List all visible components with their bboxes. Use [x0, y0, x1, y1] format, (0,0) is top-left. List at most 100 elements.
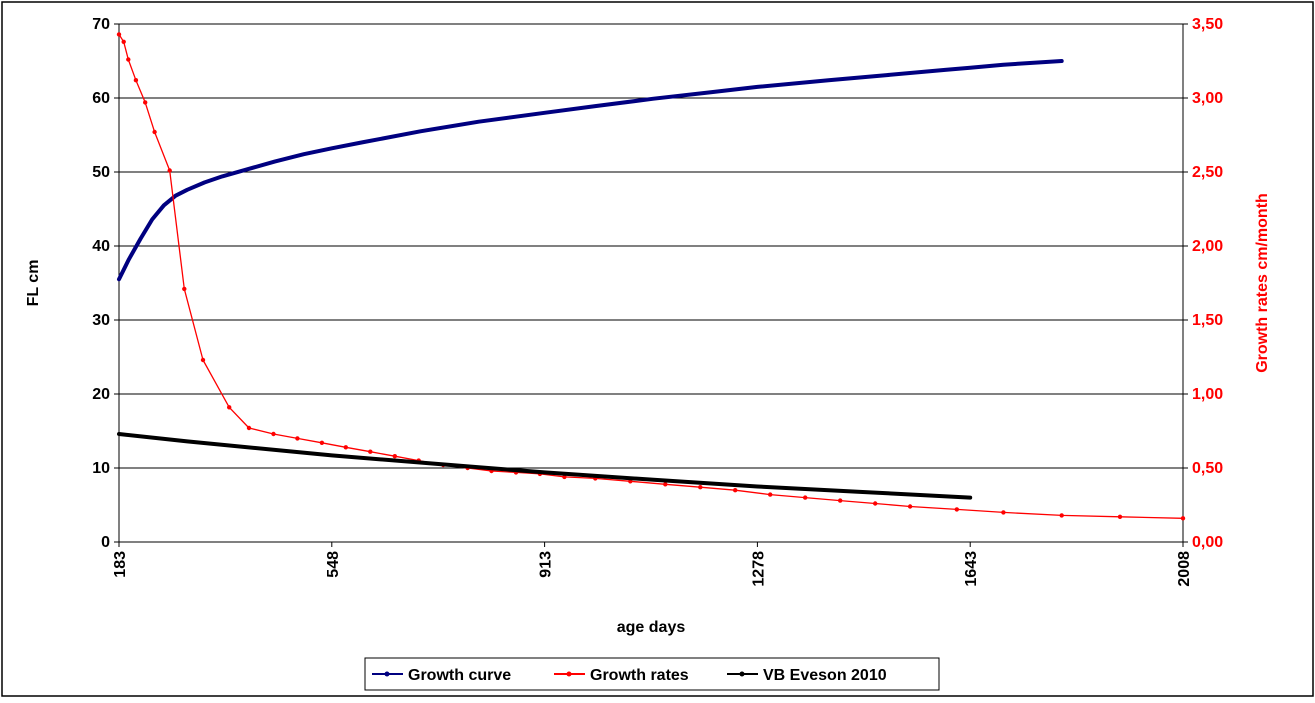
right-tick-label: 3,00	[1192, 90, 1223, 107]
data-point	[117, 277, 121, 281]
data-point	[593, 104, 597, 108]
data-point	[803, 495, 808, 500]
data-point	[295, 436, 300, 441]
data-point	[827, 78, 830, 82]
right-tick-label: 1,00	[1192, 386, 1223, 403]
left-tick-label: 60	[92, 90, 110, 107]
legend-label-growth-curve: Growth curve	[408, 667, 511, 684]
left-tick-label: 40	[92, 238, 110, 255]
data-point	[710, 90, 714, 94]
x-tick-label: 2008	[1176, 551, 1193, 587]
data-point	[185, 439, 189, 443]
data-point	[139, 237, 143, 241]
data-point	[652, 478, 656, 482]
series-vb-eveson-2010	[117, 432, 973, 500]
data-point	[652, 97, 656, 101]
data-point	[543, 111, 547, 115]
data-point	[167, 168, 172, 173]
legend: Growth curve Growth rates VB Eveson 2010	[364, 657, 940, 691]
right-tick-label: 0,00	[1192, 534, 1223, 551]
data-point	[246, 425, 252, 431]
data-point	[1117, 514, 1123, 519]
data-point	[271, 431, 276, 437]
data-point	[1060, 59, 1064, 63]
data-point	[954, 507, 959, 512]
data-point	[838, 498, 843, 503]
right-tick-label: 1,50	[1192, 312, 1223, 329]
series-layer	[116, 32, 1186, 521]
data-point	[663, 482, 668, 487]
data-point	[127, 257, 131, 261]
data-point	[698, 485, 703, 490]
data-point	[182, 286, 187, 292]
data-point	[133, 78, 139, 83]
x-tick-label: 183	[112, 551, 129, 578]
data-point	[121, 39, 126, 44]
right-tick-label: 0,50	[1192, 460, 1223, 477]
legend-label-vb-eveson-2010: VB Eveson 2010	[763, 667, 887, 684]
right-tick-label: 3,50	[1192, 16, 1223, 33]
x-tick-label: 1643	[963, 551, 980, 587]
data-point	[907, 504, 913, 509]
y-axis-title: FL cm	[25, 260, 42, 307]
data-point	[227, 405, 232, 410]
right-tick-label: 2,50	[1192, 164, 1223, 181]
data-point	[768, 492, 773, 497]
left-tick-label: 10	[92, 460, 110, 477]
data-point	[273, 160, 277, 164]
left-axis-tick-labels: 0 10 20 30 40 50 60 70	[92, 16, 119, 551]
data-point	[968, 66, 972, 70]
data-point	[360, 140, 364, 144]
data-point	[1001, 63, 1005, 67]
y2-axis-title: Growth rates cm/month	[1254, 193, 1271, 373]
data-point	[968, 496, 972, 500]
data-point	[873, 501, 878, 506]
x-tick-label: 548	[325, 551, 342, 578]
series-growth-curve	[117, 59, 1064, 282]
data-point	[200, 357, 206, 363]
data-point	[543, 470, 547, 474]
x-axis-tick-labels: 183 548 913 1278 1643 2008	[112, 542, 1193, 587]
legend-marker-vb-eveson-2010	[739, 671, 745, 677]
x-axis-title: age days	[617, 619, 686, 636]
data-point	[220, 174, 224, 178]
left-tick-label: 50	[92, 164, 110, 181]
data-point	[856, 490, 860, 494]
data-point	[203, 180, 207, 184]
x-tick-label: 1278	[750, 551, 767, 587]
data-point	[477, 465, 481, 469]
legend-item-growth-rates: Growth rates	[554, 667, 689, 684]
legend-marker-growth-curve	[384, 671, 390, 677]
data-point	[152, 129, 157, 135]
data-point	[1001, 510, 1006, 515]
legend-item-growth-curve: Growth curve	[372, 667, 511, 684]
data-point	[392, 454, 397, 459]
data-point	[418, 129, 422, 133]
right-tick-label: 2,00	[1192, 238, 1223, 255]
data-point	[244, 168, 247, 172]
legend-box	[364, 657, 940, 691]
data-point	[343, 445, 348, 450]
data-point	[302, 152, 306, 156]
data-point	[330, 146, 334, 150]
data-point	[1059, 513, 1064, 518]
right-axis-tick-labels: 0,00 0,50 1,00 1,50 2,00 2,50 3,00 3,50	[1183, 16, 1223, 551]
data-point	[174, 194, 178, 198]
data-point	[733, 488, 738, 493]
data-point	[755, 85, 759, 89]
data-point	[126, 57, 131, 62]
data-point	[143, 100, 148, 105]
data-point	[885, 73, 889, 77]
data-point	[185, 188, 189, 192]
data-point	[116, 32, 122, 37]
data-point	[1180, 516, 1186, 521]
plot-area	[118, 23, 1184, 543]
legend-label-growth-rates: Growth rates	[590, 667, 689, 684]
legend-item-vb-eveson-2010: VB Eveson 2010	[727, 667, 887, 684]
left-tick-label: 20	[92, 386, 110, 403]
left-tick-label: 70	[92, 16, 110, 33]
left-tick-label: 30	[92, 312, 110, 329]
data-point	[368, 449, 373, 454]
